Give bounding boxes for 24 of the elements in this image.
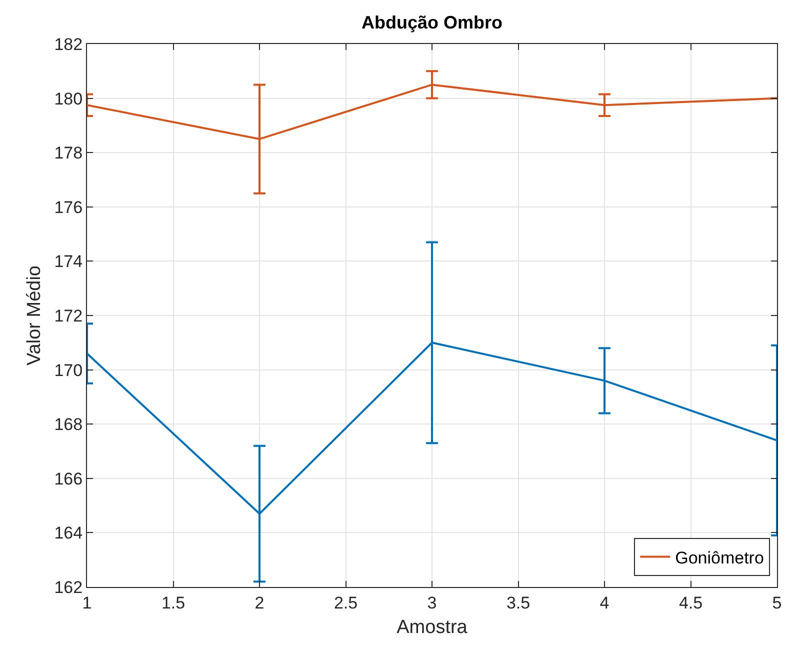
x-tick-label: 1.5 (161, 593, 186, 612)
y-tick-label: 172 (54, 306, 83, 326)
y-axis-title: Valor Médio (24, 266, 46, 366)
x-tick-label: 4 (600, 593, 610, 612)
y-tick-label: 182 (54, 34, 83, 54)
x-tick-label: 4.5 (678, 593, 703, 612)
y-tick-label: 180 (54, 89, 83, 108)
x-tick-label: 3.5 (506, 593, 530, 612)
x-tick-label: 5 (772, 593, 782, 612)
legend-label: Goniômetro (675, 548, 764, 568)
x-tick-label: 1 (82, 593, 92, 612)
chart-title: Abdução Ombro (361, 12, 503, 32)
y-tick-label: 168 (54, 415, 83, 434)
y-tick-label: 178 (54, 144, 83, 163)
x-axis-title: Amostra (396, 617, 468, 638)
x-tick-label: 3 (427, 593, 437, 612)
y-tick-label: 174 (54, 252, 83, 272)
x-tick-label: 2 (254, 593, 264, 612)
y-tick-label: 170 (54, 360, 83, 380)
y-tick-label: 162 (54, 578, 83, 597)
y-tick-label: 166 (54, 469, 83, 488)
y-tick-label: 176 (54, 198, 83, 217)
y-tick-label: 164 (54, 524, 83, 543)
x-tick-label: 2.5 (334, 593, 358, 612)
